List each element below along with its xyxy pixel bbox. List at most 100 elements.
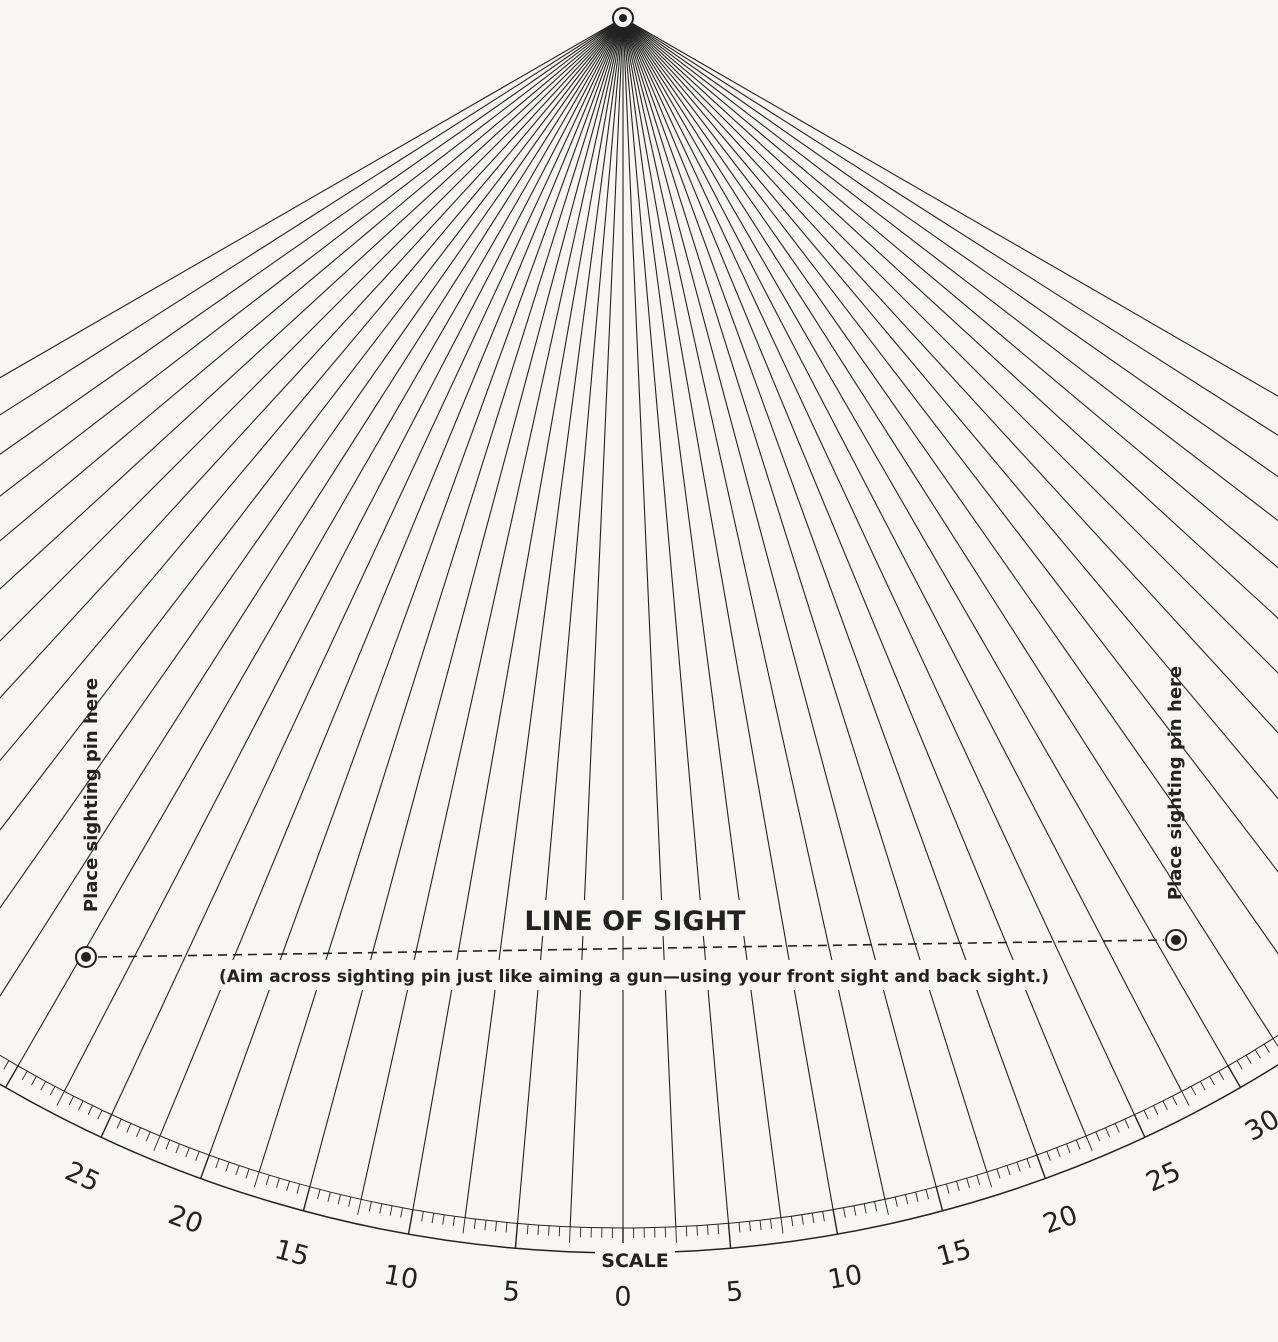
scale-tick xyxy=(863,1203,867,1214)
sight-ray xyxy=(569,17,624,1227)
sight-ray xyxy=(622,17,1229,1067)
scale-tick xyxy=(56,1091,65,1106)
scale-tick xyxy=(1133,1114,1146,1138)
sight-ray xyxy=(622,17,834,1210)
sight-ray xyxy=(0,17,624,416)
scale-tick xyxy=(276,1178,280,1188)
scale-tick xyxy=(945,1183,950,1194)
sight-ray xyxy=(0,17,624,379)
scale-tick xyxy=(3,1060,10,1070)
sight-ray xyxy=(0,17,624,590)
scale-tick xyxy=(558,1226,561,1237)
scale-tick xyxy=(1152,1105,1159,1115)
scale-tick xyxy=(1046,1151,1051,1161)
scale-label: SCALE xyxy=(601,1250,668,1272)
scale-tick xyxy=(462,1217,466,1234)
sight-ray xyxy=(622,17,937,1187)
scale-tick xyxy=(915,1191,919,1202)
sight-ray xyxy=(159,17,624,1137)
scale-tick xyxy=(514,1223,519,1249)
sight-ray xyxy=(622,17,1183,1092)
sight-rays xyxy=(0,17,1278,1228)
scale-number: 0 xyxy=(614,1282,631,1313)
instruction-backdrop xyxy=(212,960,1058,990)
scale-tick xyxy=(1066,1143,1071,1154)
scale-tick xyxy=(1085,1135,1093,1151)
scale-tick xyxy=(1114,1123,1120,1133)
sight-ray xyxy=(63,17,624,1092)
scale-tick xyxy=(368,1201,372,1212)
scale-tick xyxy=(759,1220,762,1231)
scale-tick xyxy=(1105,1127,1110,1137)
line-of-sight-title: LINE OF SIGHT xyxy=(524,906,746,937)
scale-tick xyxy=(675,1226,677,1243)
scale-tick xyxy=(790,1216,794,1227)
sight-ray xyxy=(0,17,624,762)
apex-pin xyxy=(612,7,634,29)
scale-tick xyxy=(1236,1060,1243,1070)
scale-tick xyxy=(337,1194,341,1205)
scale-tick xyxy=(100,1114,113,1138)
sight-ray xyxy=(111,17,624,1115)
scale-tick xyxy=(1056,1147,1061,1158)
sight-ray xyxy=(622,17,1278,436)
sight-ray xyxy=(622,17,677,1227)
scale-tick xyxy=(780,1217,784,1234)
scale-tick xyxy=(1006,1165,1011,1176)
scale-tick xyxy=(245,1168,250,1179)
sight-ray xyxy=(622,17,1278,569)
scale-tick xyxy=(1254,1049,1261,1059)
scale-tick xyxy=(136,1127,141,1137)
scale-tick xyxy=(1209,1076,1215,1086)
sight-ray xyxy=(0,17,624,497)
scale-tick xyxy=(357,1199,362,1215)
sight-ray xyxy=(622,17,1135,1115)
scale-tick xyxy=(727,1223,732,1249)
sight-ray xyxy=(360,17,624,1200)
scale-tick xyxy=(400,1207,403,1218)
scale-tick xyxy=(49,1086,56,1096)
scale-tick xyxy=(4,1065,19,1088)
scale-tick xyxy=(185,1147,190,1158)
scale-tick xyxy=(1263,1043,1270,1053)
scale-tick xyxy=(1227,1065,1242,1088)
scale-tick xyxy=(1124,1118,1130,1129)
sight-ray xyxy=(622,17,782,1218)
scale-number: 20 xyxy=(164,1199,207,1240)
sight-ray xyxy=(0,17,624,455)
scale-tick xyxy=(389,1205,393,1216)
scale-tick xyxy=(696,1225,698,1236)
scale-tick xyxy=(199,1154,210,1179)
sight-ray xyxy=(0,17,624,542)
title-backdrop xyxy=(512,900,758,936)
scale-tick xyxy=(484,1220,487,1231)
scale-tick xyxy=(265,1174,270,1185)
scale-number: 15 xyxy=(933,1234,974,1273)
sight-ray xyxy=(622,17,730,1224)
scale-tick xyxy=(431,1213,435,1224)
scale-tick xyxy=(407,1209,414,1235)
scale-tick xyxy=(145,1131,151,1142)
sight-ray xyxy=(622,17,1278,800)
scale-tick xyxy=(253,1171,260,1188)
scale-arc-inner xyxy=(0,1034,1278,1229)
scale-tick xyxy=(996,1168,1001,1179)
sight-ray xyxy=(17,17,624,1067)
scale-tick xyxy=(832,1209,839,1235)
scale-tick xyxy=(97,1109,103,1120)
scale-number: 10 xyxy=(381,1259,420,1295)
scale-tick xyxy=(548,1225,550,1236)
scale-tick xyxy=(770,1218,773,1229)
sight-ray xyxy=(622,17,1278,397)
scale-number: 25 xyxy=(1141,1156,1185,1199)
scale-tick xyxy=(21,1070,28,1081)
scale-tick xyxy=(853,1205,857,1216)
sight-ray xyxy=(0,17,624,909)
scale-number: 25 xyxy=(60,1156,104,1199)
scale-tick xyxy=(1075,1139,1081,1150)
sight-ray xyxy=(0,17,624,699)
sight-ray xyxy=(309,17,624,1187)
scale-tick xyxy=(874,1201,878,1212)
scale-tick xyxy=(1143,1109,1149,1120)
sight-ray xyxy=(622,17,1278,873)
